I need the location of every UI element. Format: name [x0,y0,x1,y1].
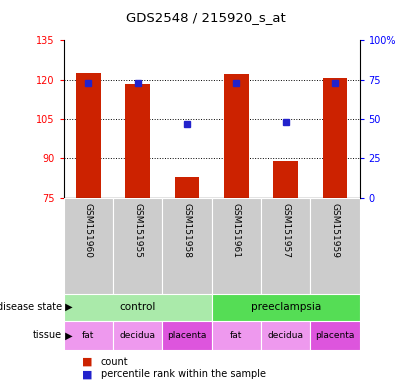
Text: fat: fat [82,331,95,340]
Bar [273,161,298,198]
Bar [76,73,101,198]
Bar [310,321,360,350]
Bar [162,198,212,294]
Bar [64,198,113,294]
Text: ■: ■ [82,357,93,367]
Bar [64,294,212,321]
Bar [64,321,113,350]
Text: placenta: placenta [167,331,207,340]
Text: decidua: decidua [120,331,156,340]
Bar [113,198,162,294]
Bar [175,177,199,198]
Text: percentile rank within the sample: percentile rank within the sample [101,369,266,379]
Bar [224,74,249,198]
Text: preeclampsia: preeclampsia [251,302,321,312]
Bar [323,78,347,198]
Bar [261,198,310,294]
Text: fat: fat [230,331,242,340]
Text: GSM151959: GSM151959 [330,203,339,258]
Text: placenta: placenta [315,331,355,340]
Text: GDS2548 / 215920_s_at: GDS2548 / 215920_s_at [126,12,285,25]
Text: GSM151958: GSM151958 [182,203,192,258]
Bar [212,198,261,294]
Text: GSM151957: GSM151957 [281,203,290,258]
Bar [125,84,150,198]
Text: ■: ■ [82,369,93,379]
Bar [212,294,360,321]
Text: disease state: disease state [0,302,62,312]
Text: control: control [120,302,156,312]
Text: ▶: ▶ [62,302,72,312]
Text: tissue: tissue [32,330,62,341]
Bar [113,321,162,350]
Text: ▶: ▶ [62,330,72,341]
Bar [261,321,310,350]
Text: GSM151960: GSM151960 [84,203,93,258]
Bar [310,198,360,294]
Text: decidua: decidua [268,331,304,340]
Bar [162,321,212,350]
Text: GSM151955: GSM151955 [133,203,142,258]
Text: count: count [101,357,128,367]
Text: GSM151961: GSM151961 [232,203,241,258]
Bar [212,321,261,350]
